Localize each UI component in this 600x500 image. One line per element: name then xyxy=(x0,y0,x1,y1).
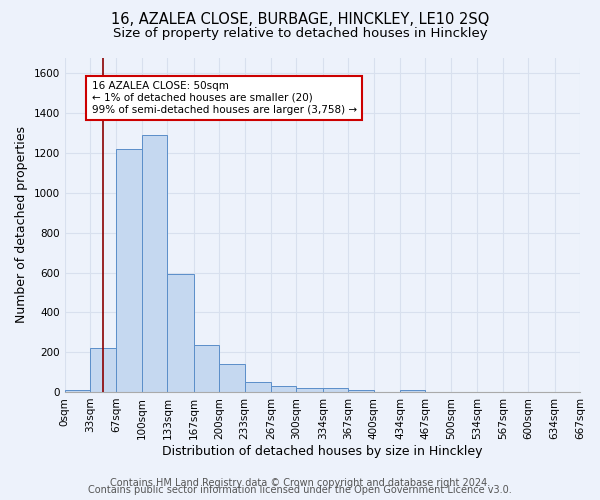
Bar xyxy=(400,390,425,392)
X-axis label: Distribution of detached houses by size in Hinckley: Distribution of detached houses by size … xyxy=(162,444,482,458)
Text: 16, AZALEA CLOSE, BURBAGE, HINCKLEY, LE10 2SQ: 16, AZALEA CLOSE, BURBAGE, HINCKLEY, LE1… xyxy=(111,12,489,28)
Bar xyxy=(167,274,194,392)
Bar xyxy=(90,348,116,392)
Bar xyxy=(271,386,296,392)
Bar xyxy=(348,390,374,392)
Text: 16 AZALEA CLOSE: 50sqm
← 1% of detached houses are smaller (20)
99% of semi-deta: 16 AZALEA CLOSE: 50sqm ← 1% of detached … xyxy=(92,82,357,114)
Bar xyxy=(219,364,245,392)
Text: Size of property relative to detached houses in Hinckley: Size of property relative to detached ho… xyxy=(113,28,487,40)
Text: Contains public sector information licensed under the Open Government Licence v3: Contains public sector information licen… xyxy=(88,485,512,495)
Bar xyxy=(116,149,142,392)
Bar xyxy=(245,382,271,392)
Bar xyxy=(194,345,219,392)
Bar xyxy=(142,135,167,392)
Bar xyxy=(65,390,90,392)
Bar xyxy=(323,388,348,392)
Text: Contains HM Land Registry data © Crown copyright and database right 2024.: Contains HM Land Registry data © Crown c… xyxy=(110,478,490,488)
Bar xyxy=(296,388,323,392)
Y-axis label: Number of detached properties: Number of detached properties xyxy=(15,126,28,323)
